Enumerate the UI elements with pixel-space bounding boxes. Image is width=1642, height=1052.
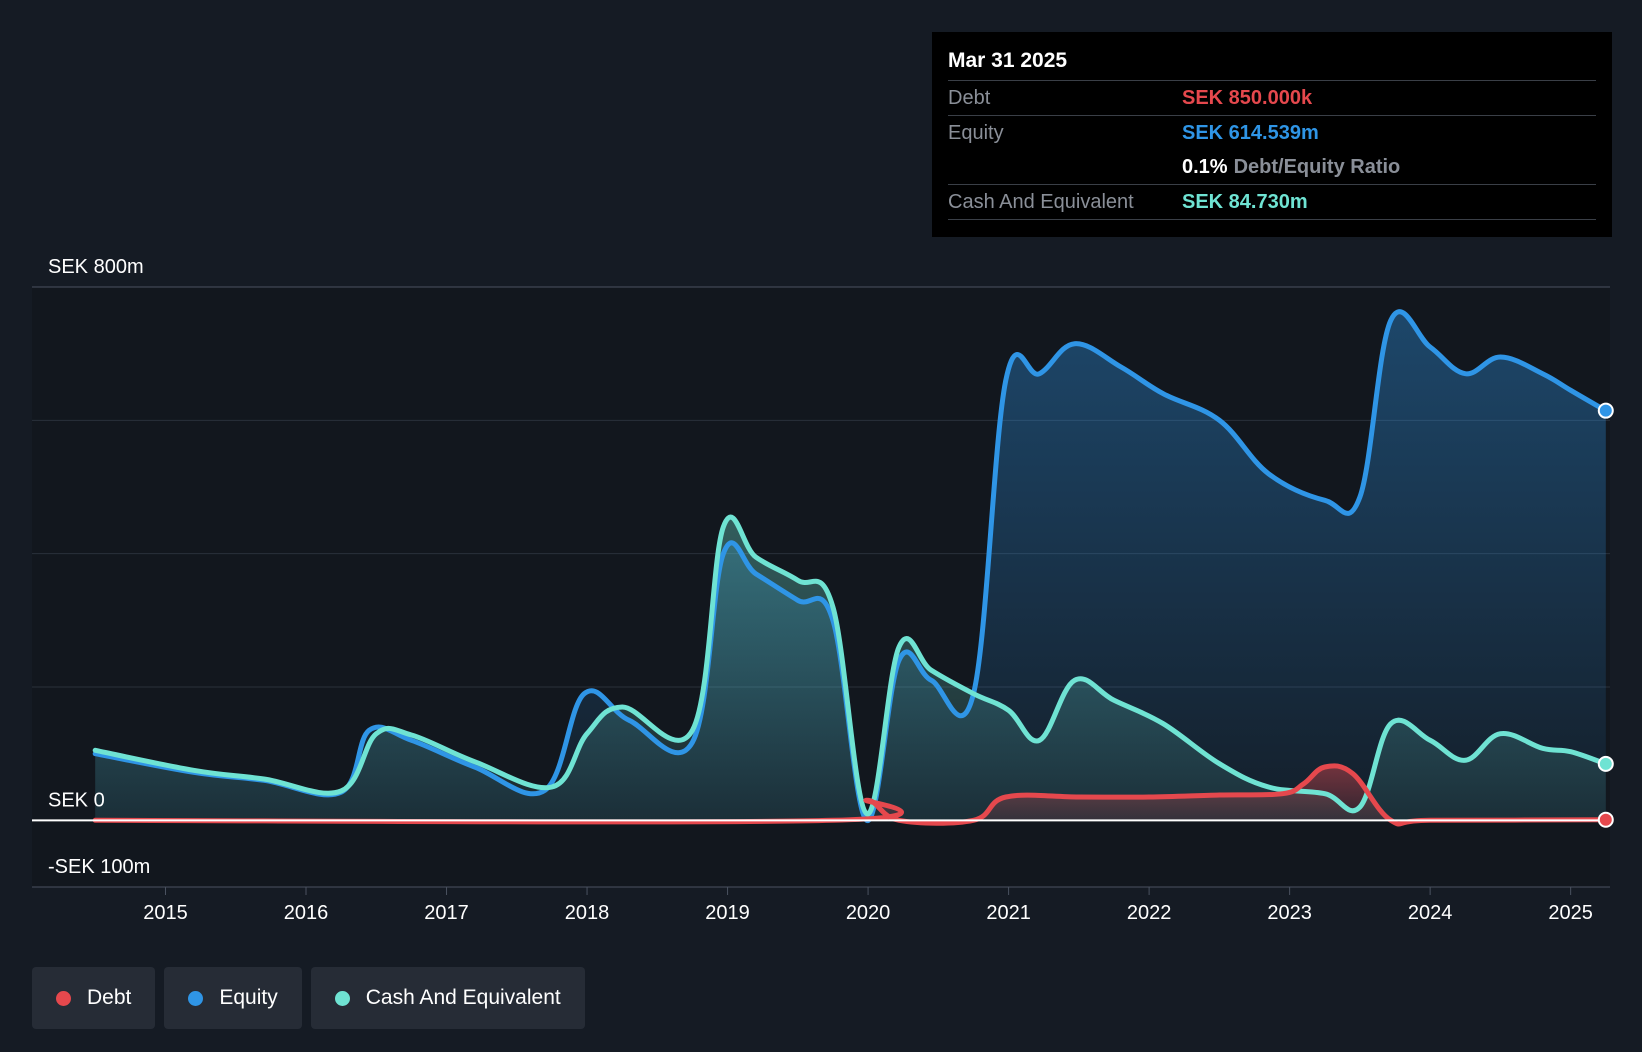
series-line-equity	[92, 309, 1609, 823]
tooltip-ratio-value: 0.1%	[1182, 155, 1228, 178]
legend-cash-label: Cash And Equivalent	[365, 986, 561, 1009]
tooltip-debt-value: SEK 850.000k	[1182, 86, 1313, 109]
tooltip-equity-value: SEK 614.539m	[1182, 121, 1319, 144]
tooltip: Mar 31 2025 Debt SEK 850.000k Equity SEK…	[932, 32, 1612, 237]
tooltip-equity-row: Equity SEK 614.539m	[948, 115, 1596, 150]
x-tick-label: 2022	[1127, 902, 1172, 924]
x-tick-label: 2021	[986, 902, 1031, 924]
series-area-debt	[95, 765, 1606, 825]
tooltip-cash-label: Cash And Equivalent	[948, 190, 1134, 213]
x-tick-label: 2017	[424, 902, 469, 924]
y-axis-label: SEK 0	[48, 789, 105, 811]
x-tick-label: 2015	[143, 902, 188, 924]
tooltip-ratio-row: 0.1% Debt/Equity Ratio	[948, 150, 1596, 184]
tooltip-cash-row: Cash And Equivalent SEK 84.730m	[948, 184, 1596, 220]
legend-equity-dot-icon	[188, 990, 204, 1006]
y-axis-label: SEK 800m	[48, 256, 144, 278]
x-tick-label: 2019	[705, 902, 750, 924]
series-end-point-equity	[1597, 402, 1614, 419]
series-line-cash-and-equivalent	[92, 514, 1609, 817]
tooltip-equity-label: Equity	[948, 121, 1004, 144]
x-tick-label: 2020	[846, 902, 891, 924]
end-markers	[1597, 402, 1614, 828]
series-end-point-debt	[1597, 811, 1614, 828]
tooltip-cash-value: SEK 84.730m	[1182, 190, 1308, 213]
legend-equity-label: Equity	[219, 986, 278, 1009]
series-area-cash-and-equivalent	[95, 517, 1606, 821]
y-axis-label: -SEK 100m	[48, 856, 150, 878]
x-tick-label: 2018	[565, 902, 610, 924]
x-tick-label: 2025	[1548, 902, 1593, 924]
series-end-point-cash-and-equivalent	[1597, 755, 1614, 772]
legend-debt-dot-icon	[56, 990, 71, 1006]
tooltip-debt-label: Debt	[948, 86, 991, 109]
legend-item-debt[interactable]: Debt	[32, 967, 156, 1029]
legend-debt-label: Debt	[87, 986, 132, 1009]
x-tick-label: 2016	[284, 902, 329, 924]
x-tick-label: 2023	[1267, 902, 1312, 924]
series-area-equity	[95, 311, 1606, 821]
series-areas	[95, 311, 1606, 825]
legend: Debt Equity Cash And Equivalent	[32, 967, 585, 1029]
legend-item-cash[interactable]: Cash And Equivalent	[310, 967, 585, 1029]
tooltip-date: Mar 31 2025	[948, 49, 1068, 72]
x-axis-ticks: 2015 2016 2017 2018 2019 2020 2021 2022 2023 2024…	[143, 887, 1593, 924]
legend-item-equity[interactable]: Equity	[164, 967, 302, 1029]
y-axis-labels: SEK 800m SEK 0 -SEK 100m	[48, 256, 150, 878]
tooltip-ratio-label: Debt/Equity Ratio	[1233, 155, 1401, 178]
x-tick-label: 2024	[1408, 902, 1453, 924]
tooltip-debt-row: Debt SEK 850.000k	[948, 80, 1596, 115]
legend-cash-dot-icon	[334, 990, 350, 1006]
